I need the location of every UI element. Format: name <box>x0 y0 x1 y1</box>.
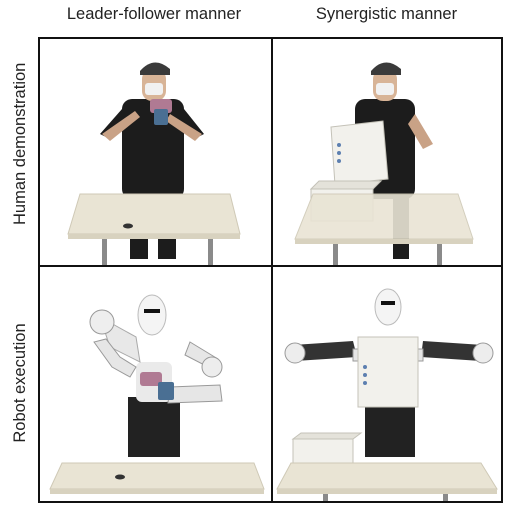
column-header-leader-follower: Leader-follower manner <box>66 5 242 23</box>
robot-figure <box>89 294 223 457</box>
box-on-table <box>291 432 363 468</box>
table <box>276 462 498 501</box>
figure-grid <box>38 37 503 503</box>
box-held <box>330 120 389 186</box>
box-held <box>357 336 419 408</box>
row-header-robot-execution: Robot execution <box>11 323 29 443</box>
row-header-human-demonstration: Human demonstration <box>11 62 29 225</box>
grid-horizontal-divider <box>40 265 501 267</box>
table <box>294 193 474 265</box>
grid-vertical-divider <box>271 39 273 501</box>
photo-human-leader-follower <box>40 39 271 265</box>
photo-robot-synergistic <box>273 267 501 501</box>
table <box>67 193 241 265</box>
photo-human-synergistic <box>273 39 501 265</box>
column-header-synergistic: Synergistic manner <box>315 5 458 23</box>
photo-robot-leader-follower <box>40 267 271 501</box>
table <box>49 462 265 494</box>
